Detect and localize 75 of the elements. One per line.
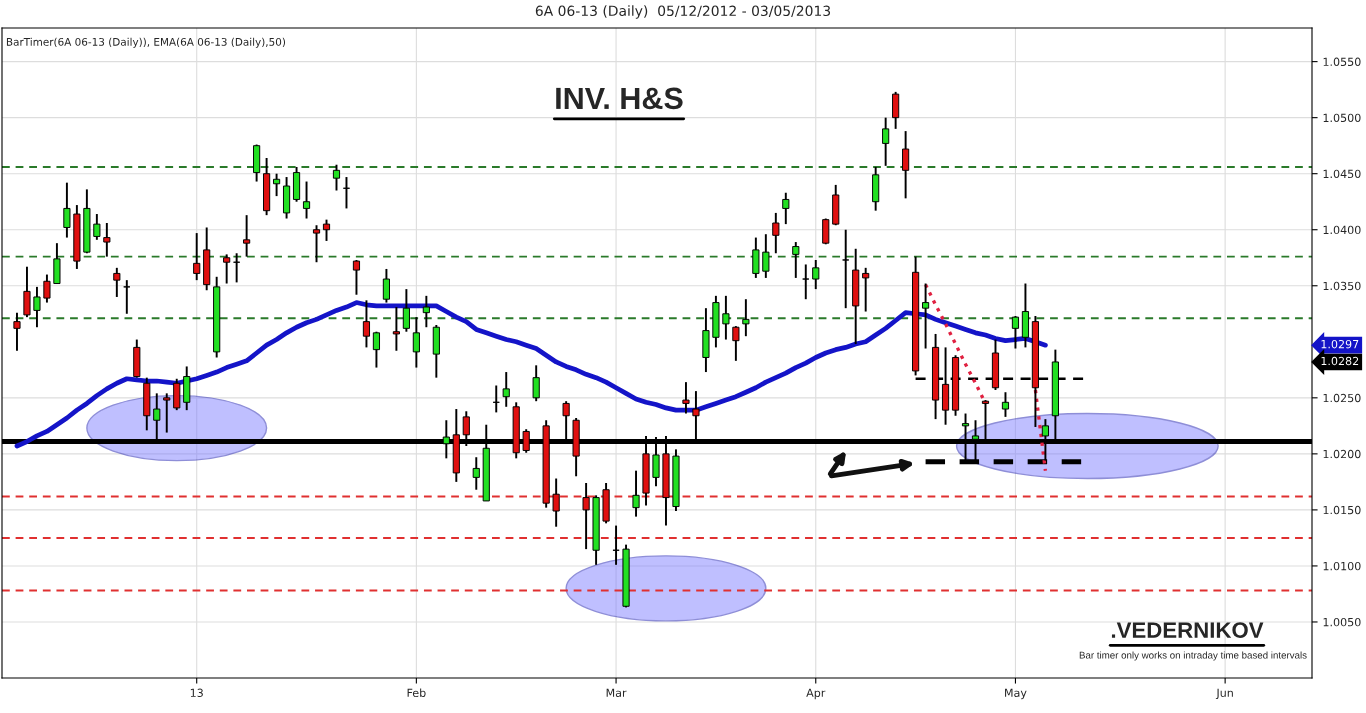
candlestick (532, 364, 540, 403)
candlestick (922, 282, 930, 350)
x-tick-label: Feb (407, 688, 426, 698)
candlestick (842, 228, 850, 310)
y-tick-label: 1.0050 (1323, 617, 1361, 627)
candlestick (372, 330, 381, 369)
y-tick-label: 1.0100 (1323, 561, 1361, 571)
line-series (14, 300, 1048, 449)
candlestick (13, 311, 21, 352)
candlestick (362, 299, 371, 349)
candlestick (472, 456, 480, 491)
x-tick-label: Jun (1215, 688, 1233, 700)
x-tick-label: Mar (606, 688, 627, 698)
x-tick-label: 13 (190, 688, 203, 698)
candlestick (812, 259, 820, 291)
candlestick (113, 266, 121, 298)
candlestick (402, 288, 410, 333)
candlestick (882, 116, 890, 167)
y-tick-label: 1.0550 (1323, 57, 1361, 66)
candlestick (862, 266, 870, 313)
candlestick (43, 273, 51, 304)
candlestick (163, 392, 171, 434)
candlestick (772, 211, 780, 255)
candlestick (502, 371, 510, 408)
candlestick (123, 279, 131, 315)
y-tick-label: 1.0500 (1323, 113, 1361, 123)
candlestick (1001, 391, 1010, 418)
y-tick-label: 1.0150 (1323, 505, 1361, 515)
y-tick-label: 1.0400 (1323, 225, 1361, 235)
candlestick (742, 298, 750, 338)
candlestick (93, 213, 101, 241)
text: 1.0297 (1321, 339, 1359, 349)
candlestick (382, 267, 390, 304)
candlestick (792, 241, 800, 279)
candlestick (322, 218, 331, 242)
candlestick (23, 265, 31, 319)
x-tick-label: Apr (806, 688, 826, 700)
candlestick (302, 180, 311, 220)
candlestick (632, 469, 640, 518)
candlestick (312, 224, 321, 264)
y-tick-label: 1.0350 (1323, 281, 1361, 291)
candlestick (722, 294, 730, 341)
candlestick (193, 232, 201, 282)
candlestick (582, 482, 590, 551)
candlestick (63, 181, 71, 239)
annotation: .VEDERNIKOV (1111, 622, 1264, 638)
candlestick (552, 477, 560, 528)
chart-title: 6A 06-13 (Daily) 05/12/2012 - 03/05/2013 (535, 5, 831, 19)
y-tick-label: 1.0250 (1323, 393, 1361, 403)
candlestick (332, 163, 341, 192)
x-tick-label: May (1005, 688, 1027, 700)
candlestick (412, 316, 420, 369)
candlestick (1011, 315, 1020, 350)
candlestick (682, 381, 690, 415)
candlestick (223, 253, 231, 285)
candlestick (33, 285, 41, 329)
candlestick (732, 325, 740, 362)
annotation: INV. H&S (556, 87, 683, 110)
candlestick (762, 233, 770, 279)
annotation: Bar timer only works on intraday time based intervals (1079, 651, 1307, 661)
candlestick (782, 191, 790, 226)
candlestick (243, 214, 251, 258)
candlestick (273, 172, 281, 198)
candlestick (902, 130, 910, 200)
text: 1.0282 (1321, 356, 1359, 366)
candlestick (103, 222, 111, 258)
candlestick (352, 259, 361, 296)
candlestick (892, 90, 900, 130)
y-tick-label: 1.0200 (1323, 449, 1361, 459)
candlestick (802, 263, 810, 301)
text: BarTimer(6A 06-13 (Daily)), EMA(6A 06-13 (Daily),50) (6, 37, 286, 48)
candlestick (422, 294, 430, 329)
y-tick-label: 1.0450 (1323, 169, 1361, 179)
candlestick (392, 306, 400, 352)
candlestick (752, 236, 760, 279)
